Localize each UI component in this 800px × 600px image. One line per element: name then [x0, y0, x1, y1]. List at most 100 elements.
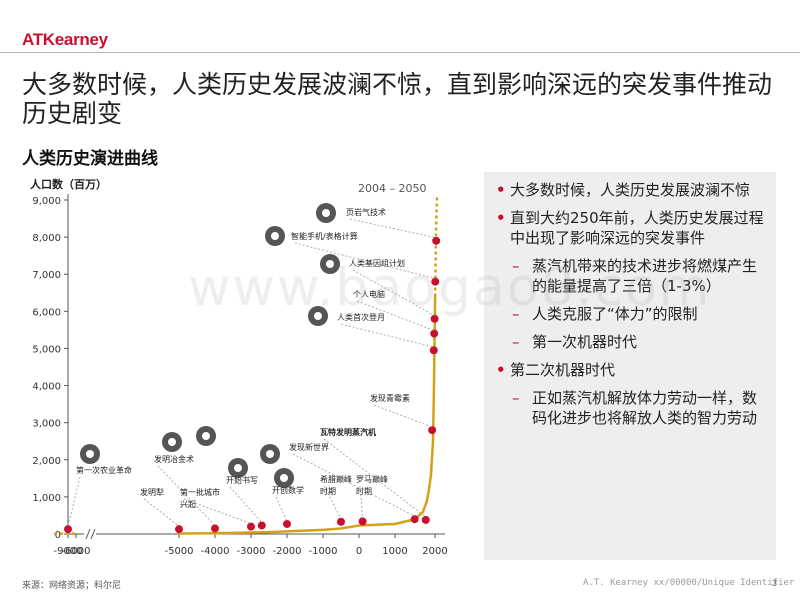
event-label: 发明冶金术 [154, 454, 194, 464]
icon-glyph [266, 450, 274, 458]
event-marker: 第一批城市兴起 [180, 487, 255, 531]
event-label: 第一次农业革命 [76, 465, 132, 475]
icon-glyph [86, 450, 94, 458]
y-tick-label: 0 [55, 530, 61, 541]
event-dot [410, 515, 419, 524]
event-marker: 人类基因组计划 [320, 254, 439, 323]
event-leader [275, 496, 288, 522]
x-tick-label: -4000 [200, 546, 229, 557]
sub-bullet-item: 人类克服了“体力”的限制 [496, 304, 766, 324]
event-dot [211, 524, 219, 533]
y-tick-label: 3,000 [32, 419, 61, 430]
y-tick-label: 4,000 [32, 382, 61, 393]
event-marker: 开始书写 [226, 458, 266, 530]
event-leader [229, 486, 263, 523]
event-dot [430, 314, 439, 323]
x-tick-label: 1000 [382, 546, 407, 557]
page-number: 3 [772, 578, 778, 588]
event-label: 发现新世界 [289, 442, 329, 452]
event-marker: 第一次农业革命 [64, 444, 132, 534]
sub-bullet-item: 正如蒸汽机解放体力劳动一样，数码化进步也将解放人类的智力劳动 [496, 388, 766, 428]
event-leader [67, 476, 81, 527]
event-dot [428, 426, 437, 435]
icon-glyph [202, 432, 210, 440]
icon-glyph [326, 260, 334, 268]
event-label: 发明犁 [140, 487, 164, 497]
event-leader [352, 269, 435, 317]
bullet-item: 大多数时候，人类历史发展波澜不惊 [496, 180, 766, 200]
x-tick-label: -6000 [61, 546, 90, 557]
atkearney-logo: ATKearney [22, 30, 108, 49]
event-marker: 个人电脑 [353, 289, 439, 338]
event-dot [64, 525, 72, 534]
event-label: 人类首次登月 [337, 312, 385, 322]
watermark: www.baogao8.com [188, 258, 712, 318]
event-dot [247, 522, 255, 531]
y-tick-label: 6,000 [32, 307, 61, 318]
axis-break [85, 528, 91, 540]
event-leader [143, 498, 180, 527]
event-leader [356, 300, 435, 331]
icon-glyph [271, 232, 279, 240]
sub-bullet-item: 第一次机器时代 [496, 332, 766, 352]
event-dot [431, 277, 440, 286]
event-label: 第一批城市兴起 [180, 487, 220, 509]
event-marker: 发现青霉素 [370, 393, 437, 435]
event-label: 开创数学 [272, 485, 304, 495]
event-dot [358, 517, 367, 526]
y-tick-label: 2,000 [32, 456, 61, 467]
y-tick-label: 8,000 [32, 233, 61, 244]
icon-glyph [322, 209, 330, 217]
summary-panel: 大多数时候，人类历史发展波澜不惊直到大约250年前，人类历史发展过程中出现了影响… [484, 172, 776, 560]
event-leader [340, 323, 434, 348]
event-marker: 开创数学 [272, 468, 304, 528]
header-divider [0, 52, 800, 53]
event-label: 发现青霉素 [370, 393, 410, 403]
event-label: 人类基因组计划 [349, 258, 405, 268]
event-dot [421, 515, 430, 524]
population-chart: 0 1,000 2,000 3,000 4,000 5,000 6,000 7,000 8,00… [30, 177, 448, 557]
event-label: 罗马巅峰时期 [356, 474, 388, 496]
event-dot [429, 346, 438, 355]
x-axis: -9000-6000 -5000 -4000 -3000 -2000 -1000 0 1000… [53, 528, 448, 557]
bullet-item: 第二次机器时代 [496, 360, 766, 380]
event-label: 开始书写 [226, 475, 258, 485]
y-tick-label: 9,000 [32, 196, 61, 207]
event-leader [359, 485, 363, 519]
series-line-forecast [433, 196, 439, 297]
event-label: 页岩气技术 [346, 207, 386, 217]
icon-glyph [314, 312, 322, 320]
event-dot [257, 521, 266, 530]
event-leader [323, 438, 427, 518]
y-axis-label: 人口数（百万） [30, 177, 107, 191]
y-tick-label: 7,000 [32, 270, 61, 281]
event-marker: 人类首次登月 [308, 306, 438, 355]
icon-glyph [280, 474, 288, 482]
y-tick-label: 5,000 [32, 344, 61, 355]
page-title: 大多数时候，人类历史发展波澜不惊，直到影响深远的突发事件推动历史剧变 [22, 70, 773, 128]
event-label: 希腊巅峰时期 [320, 474, 352, 496]
event-dot [175, 525, 183, 534]
icon-glyph [234, 464, 242, 472]
x-tick-label: -9000 [53, 546, 82, 557]
axis-break [90, 528, 96, 540]
x-tick-label: -5000 [164, 546, 193, 557]
event-marker: 罗马巅峰时期 [356, 474, 388, 526]
event-marker: 希腊巅峰时期 [320, 474, 352, 526]
y-axis: 0 1,000 2,000 3,000 4,000 5,000 6,000 7,000 8,00… [32, 194, 69, 541]
event-dot [283, 519, 291, 528]
sub-bullet-item: 蒸汽机带来的技术进步将燃煤产生的能量提高了三倍（1-3%） [496, 256, 766, 296]
event-marker: 智能手机/表格计算 [265, 226, 440, 286]
summary-list: 大多数时候，人类历史发展波澜不惊直到大约250年前，人类历史发展过程中出现了影响… [484, 172, 776, 428]
event-marker: 瓦特发明蒸汽机 [196, 426, 430, 524]
event-leader [294, 242, 436, 280]
bullet-item: 直到大约250年前，人类历史发展过程中出现了影响深远的突发事件 [496, 208, 766, 248]
x-tick-label: 0 [356, 546, 362, 557]
chart-title: 人类历史演进曲线 [22, 149, 158, 169]
x-tick-label: -1000 [308, 546, 337, 557]
event-marker: 发明冶金术 [154, 432, 219, 533]
event-label: 个人电脑 [353, 289, 385, 299]
event-leader [349, 218, 437, 239]
event-label: 智能手机/表格计算 [291, 231, 358, 241]
